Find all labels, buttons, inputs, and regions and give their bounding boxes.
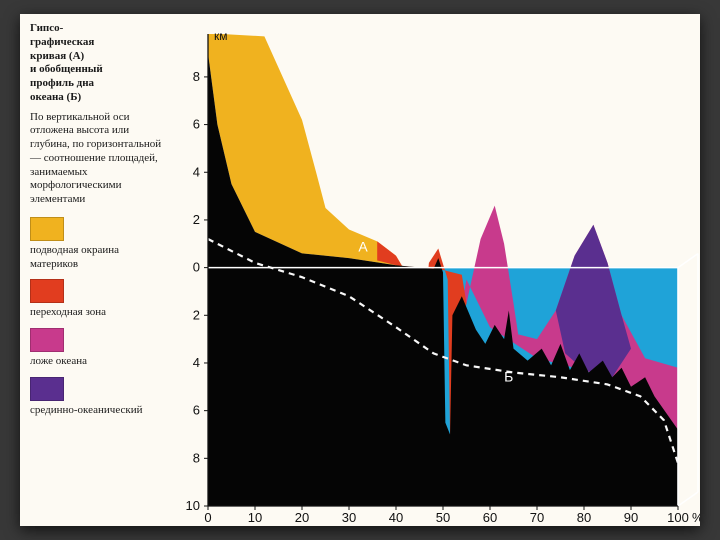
figure-title: Гипсо-графическаякривая (А)и обобщенныйп… — [30, 22, 162, 105]
legend-label: срединно-океанический — [30, 404, 162, 418]
svg-text:км: км — [214, 29, 228, 43]
svg-text:80: 80 — [577, 510, 591, 525]
chart-area: 86420246810км0102030405060708090100%АБ — [168, 14, 700, 526]
svg-text:10: 10 — [186, 498, 200, 513]
svg-text:8: 8 — [193, 450, 200, 465]
svg-text:40: 40 — [389, 510, 403, 525]
legend-swatch — [30, 377, 64, 401]
svg-text:0: 0 — [204, 510, 211, 525]
svg-text:50: 50 — [436, 510, 450, 525]
figure-frame: Гипсо-графическаякривая (А)и обобщенныйп… — [20, 14, 700, 526]
svg-text:100: 100 — [667, 510, 689, 525]
legend-label: переходная зона — [30, 306, 162, 320]
svg-text:4: 4 — [193, 355, 200, 370]
svg-text:2: 2 — [193, 212, 200, 227]
svg-text:4: 4 — [193, 164, 200, 179]
chart-svg: 86420246810км0102030405060708090100%АБ — [168, 14, 700, 526]
svg-text:6: 6 — [193, 117, 200, 132]
svg-text:А: А — [358, 239, 368, 255]
svg-text:2: 2 — [193, 307, 200, 322]
svg-text:70: 70 — [530, 510, 544, 525]
svg-text:6: 6 — [193, 403, 200, 418]
svg-text:8: 8 — [193, 69, 200, 84]
svg-text:0: 0 — [193, 260, 200, 275]
legend-label: ложе океана — [30, 355, 162, 369]
legend-swatch — [30, 217, 64, 241]
legend: подводная окраина материков переходная зо… — [30, 217, 162, 418]
svg-text:Б: Б — [504, 369, 513, 385]
figure-description: По вертикальной оси отложена высота или … — [30, 111, 162, 207]
legend-swatch — [30, 328, 64, 352]
svg-text:60: 60 — [483, 510, 497, 525]
svg-text:90: 90 — [624, 510, 638, 525]
sidebar: Гипсо-графическаякривая (А)и обобщенныйп… — [20, 14, 168, 526]
svg-text:20: 20 — [295, 510, 309, 525]
legend-label: подводная окраина материков — [30, 244, 162, 272]
svg-text:30: 30 — [342, 510, 356, 525]
svg-text:%: % — [692, 510, 700, 525]
legend-swatch — [30, 279, 64, 303]
svg-text:10: 10 — [248, 510, 262, 525]
